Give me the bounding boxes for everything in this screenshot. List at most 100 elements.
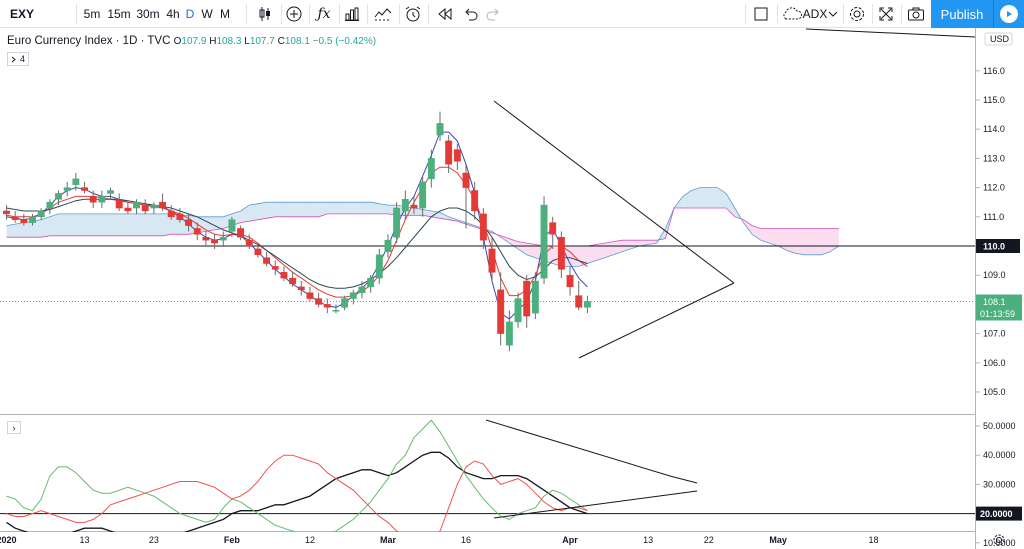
candle-up[interactable] — [332, 309, 340, 312]
candle-down[interactable] — [193, 228, 201, 235]
candle-down[interactable] — [557, 236, 565, 270]
candle-down[interactable] — [81, 187, 88, 191]
candle-down[interactable] — [479, 213, 487, 241]
cloud-icon[interactable] — [781, 0, 803, 28]
candle-up[interactable] — [341, 298, 349, 308]
candle-down[interactable] — [89, 196, 97, 203]
candle-down[interactable] — [289, 277, 297, 285]
layout-icon[interactable] — [751, 0, 771, 28]
candle-down[interactable] — [488, 248, 496, 273]
trendline-top-right[interactable] — [805, 28, 976, 38]
indicators-toggle[interactable]: 4 — [7, 52, 29, 66]
candle-up[interactable] — [98, 196, 106, 203]
candle-down[interactable] — [497, 289, 505, 334]
price-pane[interactable] — [0, 28, 975, 414]
candle-up[interactable] — [401, 199, 409, 212]
redo-icon[interactable] — [483, 0, 503, 28]
alert-icon[interactable] — [403, 0, 423, 28]
undo-icon[interactable] — [461, 0, 481, 28]
candle-up[interactable] — [367, 277, 375, 288]
candle-down[interactable] — [575, 295, 583, 308]
osc-trendline-upper[interactable] — [485, 419, 671, 477]
candle-up[interactable] — [63, 187, 71, 191]
candle-up[interactable] — [514, 298, 522, 323]
candle-down[interactable] — [141, 204, 149, 212]
candle-down[interactable] — [115, 199, 123, 209]
candle-up[interactable] — [219, 236, 227, 241]
timeframe-m[interactable]: M — [220, 7, 230, 21]
candle-up[interactable] — [583, 301, 591, 308]
candle-down[interactable] — [245, 239, 253, 247]
candle-up[interactable] — [228, 219, 236, 232]
candle-down[interactable] — [211, 239, 219, 244]
candle-up[interactable] — [46, 201, 54, 209]
candle-up[interactable] — [375, 254, 383, 279]
bar-chart-icon[interactable] — [342, 0, 362, 28]
indicators-icon[interactable]: ƒx — [317, 6, 331, 22]
candle-down[interactable] — [549, 222, 557, 235]
timeframe-w[interactable]: W — [201, 7, 213, 21]
fullscreen-icon[interactable] — [876, 0, 896, 28]
osc-trendline-upper-ext[interactable] — [669, 475, 698, 484]
timeframe-5m[interactable]: 5m — [83, 7, 101, 21]
candle-down[interactable] — [323, 304, 331, 308]
candle-up[interactable] — [531, 280, 539, 314]
candle-down[interactable] — [124, 207, 132, 212]
chevron-down-icon[interactable] — [827, 0, 839, 28]
candle-down[interactable] — [453, 149, 461, 162]
candle-down[interactable] — [297, 286, 305, 291]
publish-button[interactable]: Publish — [931, 0, 993, 28]
candle-down[interactable] — [263, 257, 271, 264]
candle-down[interactable] — [254, 248, 262, 256]
candle-up[interactable] — [72, 178, 80, 185]
osc-trendline-lower[interactable] — [493, 490, 698, 519]
candle-up[interactable] — [358, 286, 366, 293]
candle-up[interactable] — [37, 210, 45, 218]
play-button[interactable] — [993, 0, 1024, 28]
candles-icon[interactable] — [255, 0, 275, 28]
candle-down[interactable] — [280, 272, 288, 279]
candle-up[interactable] — [505, 321, 513, 346]
candle-up[interactable] — [29, 216, 36, 223]
candle-down[interactable] — [471, 190, 479, 212]
candle-up[interactable] — [384, 239, 392, 253]
candle-up[interactable] — [436, 123, 444, 136]
axis-settings-icon[interactable] — [993, 534, 1005, 546]
candle-down[interactable] — [462, 172, 470, 188]
candle-up[interactable] — [349, 292, 357, 299]
candle-down[interactable] — [566, 274, 574, 288]
candle-down[interactable] — [445, 140, 453, 165]
candle-up[interactable] — [393, 207, 401, 238]
candle-down[interactable] — [176, 213, 184, 220]
candle-down[interactable] — [11, 216, 19, 220]
candle-up[interactable] — [55, 193, 62, 200]
chart-templates-icon[interactable] — [372, 0, 394, 28]
candle-up[interactable] — [427, 158, 435, 180]
time-axis[interactable] — [0, 532, 975, 549]
candle-up[interactable] — [540, 204, 548, 279]
settings-icon[interactable] — [847, 0, 867, 28]
candle-up[interactable] — [150, 204, 158, 209]
trendline-upper[interactable] — [493, 100, 735, 284]
candle-down[interactable] — [3, 210, 10, 215]
add-compare-icon[interactable] — [284, 0, 304, 28]
price-axis[interactable] — [976, 28, 1024, 549]
candle-down[interactable] — [306, 292, 314, 299]
candle-down[interactable] — [167, 210, 175, 218]
oscillator-pane[interactable] — [0, 415, 975, 531]
currency-badge[interactable] — [984, 32, 1013, 46]
candle-down[interactable] — [523, 280, 531, 317]
candle-up[interactable] — [107, 190, 114, 194]
timeframe-15m[interactable]: 15m — [107, 7, 131, 21]
candle-up[interactable] — [419, 181, 427, 209]
candle-down[interactable] — [20, 219, 28, 223]
candle-down[interactable] — [410, 204, 418, 209]
timeframe-d[interactable]: D — [185, 7, 195, 21]
symbol-search[interactable]: EXY — [10, 7, 35, 21]
candle-down[interactable] — [159, 201, 167, 209]
series-title[interactable]: Euro Currency Index · 1D · TVC — [7, 35, 171, 47]
candle-down[interactable] — [315, 298, 323, 305]
candle-up[interactable] — [133, 201, 141, 209]
snapshot-icon[interactable] — [905, 0, 927, 28]
